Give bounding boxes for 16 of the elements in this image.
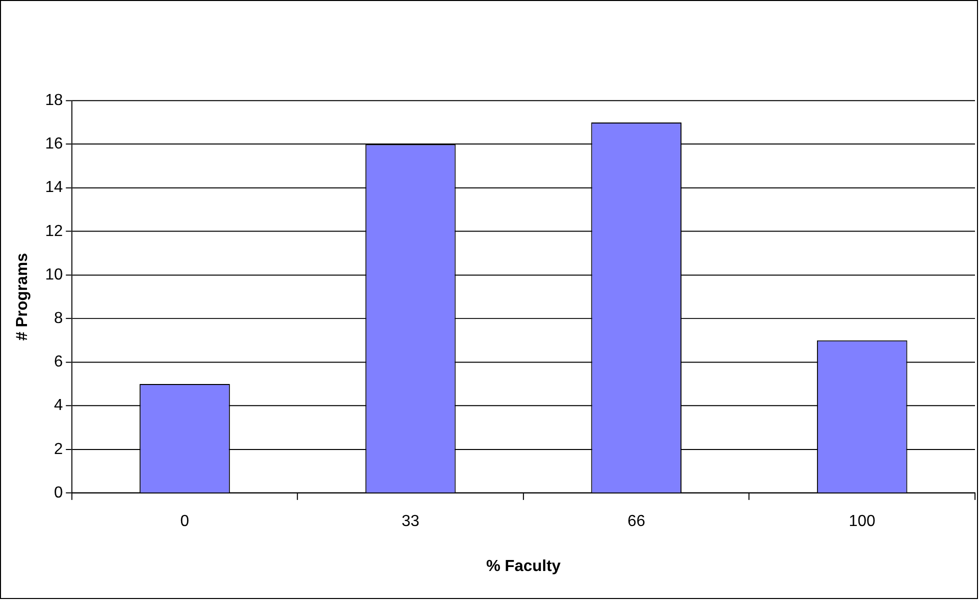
y-tick-label: 0 (54, 484, 63, 502)
y-tick-label: 4 (54, 397, 63, 414)
x-tick-label: 100 (848, 512, 876, 530)
y-tick-label: 12 (45, 222, 63, 240)
y-tick-label: 8 (54, 310, 63, 327)
y-tick-label: 18 (45, 92, 63, 110)
y-axis-title: # Programs (14, 252, 31, 341)
x-tick-label: 33 (402, 512, 420, 530)
y-tick-label: 10 (45, 266, 63, 284)
y-tick-label: 2 (54, 440, 63, 458)
x-tick-label: 0 (180, 512, 190, 530)
y-tick-label: 16 (45, 136, 63, 153)
y-tick-label: 6 (54, 354, 63, 371)
x-tick-label: 66 (627, 512, 646, 530)
x-axis-title: % Faculty (486, 558, 561, 575)
y-tick-label: 14 (45, 179, 63, 196)
